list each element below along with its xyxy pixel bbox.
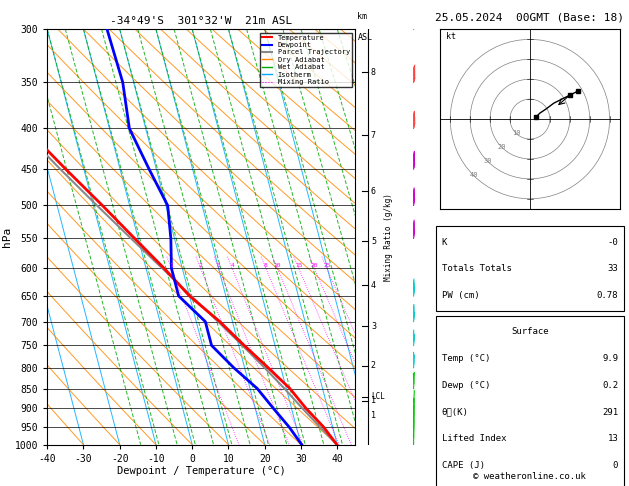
Text: km: km [357,12,367,21]
Text: 30: 30 [484,158,493,164]
Text: 10: 10 [274,263,281,268]
Text: 15: 15 [295,263,303,268]
Text: 291: 291 [602,408,618,417]
Text: 3: 3 [217,263,221,268]
Text: 4: 4 [371,281,376,290]
X-axis label: Dewpoint / Temperature (°C): Dewpoint / Temperature (°C) [117,467,286,476]
Text: 2: 2 [199,263,203,268]
Text: 3: 3 [371,322,376,331]
Text: 0.78: 0.78 [597,291,618,300]
Text: Lifted Index: Lifted Index [442,434,506,443]
Text: 1: 1 [371,411,376,420]
Text: 1: 1 [169,263,173,268]
Text: 4: 4 [230,263,234,268]
Text: 0: 0 [613,461,618,470]
Text: 10: 10 [512,130,520,136]
Y-axis label: hPa: hPa [2,227,12,247]
Text: θᴇ(K): θᴇ(K) [442,408,469,417]
Text: Mixing Ratio (g/kg): Mixing Ratio (g/kg) [384,193,393,281]
Text: 20: 20 [311,263,318,268]
Text: -0: -0 [608,238,618,246]
Legend: Temperature, Dewpoint, Parcel Trajectory, Dry Adiabat, Wet Adiabat, Isotherm, Mi: Temperature, Dewpoint, Parcel Trajectory… [260,33,352,87]
Bar [436,316,624,486]
Text: LCL: LCL [371,392,385,401]
Text: 40: 40 [470,172,479,178]
Text: ASL: ASL [357,34,372,42]
Text: PW (cm): PW (cm) [442,291,479,300]
Text: 8: 8 [264,263,268,268]
Text: © weatheronline.co.uk: © weatheronline.co.uk [474,472,586,481]
Text: K: K [442,238,447,246]
Text: CAPE (J): CAPE (J) [442,461,485,470]
Text: 7: 7 [371,131,376,140]
Text: Temp (°C): Temp (°C) [442,354,490,363]
Text: 8: 8 [371,68,376,77]
Text: 9.9: 9.9 [602,354,618,363]
Text: kt: kt [446,33,456,41]
Text: 13: 13 [608,434,618,443]
Text: 33: 33 [608,264,618,273]
Text: Surface: Surface [511,328,548,336]
Bar [436,226,624,311]
Text: 6: 6 [371,187,376,196]
Text: 20: 20 [498,144,506,150]
Text: Dewp (°C): Dewp (°C) [442,381,490,390]
Text: 25: 25 [323,263,331,268]
Text: 1: 1 [371,396,376,405]
Text: 5: 5 [371,237,376,246]
Text: 2: 2 [371,361,376,370]
Title: -34°49'S  301°32'W  21m ASL: -34°49'S 301°32'W 21m ASL [110,16,292,26]
Text: 25.05.2024  00GMT (Base: 18): 25.05.2024 00GMT (Base: 18) [435,12,625,22]
Text: 0.2: 0.2 [602,381,618,390]
Text: Totals Totals: Totals Totals [442,264,511,273]
